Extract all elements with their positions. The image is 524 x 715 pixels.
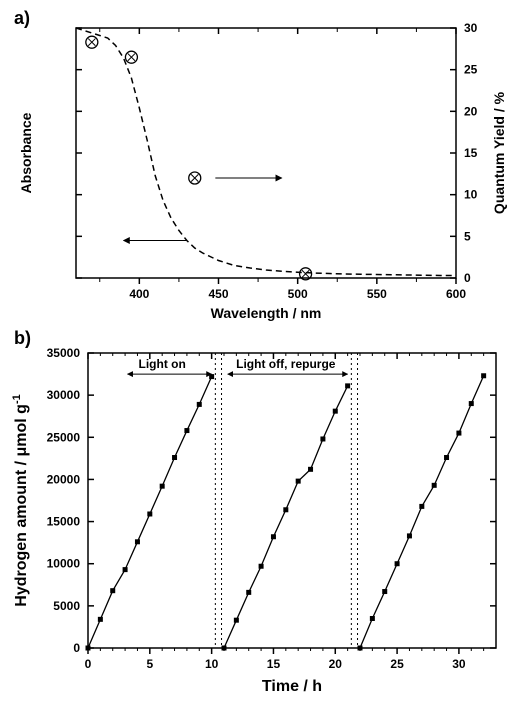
- svg-text:Light on: Light on: [139, 357, 186, 371]
- svg-text:25: 25: [390, 657, 404, 671]
- svg-text:15000: 15000: [47, 515, 81, 529]
- svg-text:400: 400: [129, 287, 149, 301]
- svg-text:500: 500: [288, 287, 308, 301]
- svg-text:600: 600: [446, 287, 466, 301]
- svg-text:35000: 35000: [47, 346, 81, 360]
- panel-a-label: a): [14, 8, 30, 29]
- svg-text:20: 20: [329, 657, 343, 671]
- svg-text:0: 0: [464, 271, 471, 285]
- svg-text:Wavelength / nm: Wavelength / nm: [211, 305, 322, 321]
- svg-text:25: 25: [464, 63, 478, 77]
- svg-text:15: 15: [464, 146, 478, 160]
- svg-text:30000: 30000: [47, 388, 81, 402]
- svg-text:5: 5: [464, 229, 471, 243]
- svg-text:20000: 20000: [47, 472, 81, 486]
- svg-text:10: 10: [464, 188, 478, 202]
- svg-text:10: 10: [205, 657, 219, 671]
- svg-text:25000: 25000: [47, 430, 81, 444]
- panel-b-label: b): [14, 328, 31, 349]
- chart-b-svg: 0 5 10 15 20 25 30 0 5000 10000 15000 20000 25000 300…: [8, 328, 516, 703]
- svg-text:5: 5: [146, 657, 153, 671]
- svg-text:0: 0: [85, 657, 92, 671]
- svg-text:30: 30: [464, 21, 478, 35]
- svg-text:0: 0: [73, 641, 80, 655]
- svg-text:15: 15: [267, 657, 281, 671]
- svg-text:Hydrogen amount / μmol g-1: Hydrogen amount / μmol g-1: [11, 394, 30, 606]
- svg-text:10000: 10000: [47, 557, 81, 571]
- svg-text:Absorbance: Absorbance: [18, 112, 34, 193]
- panel-b: b) 0 5 10 15 20 25 30 0 5000 10000 15000 20000 25000…: [8, 328, 516, 703]
- panel-a: a) 400 450 500 550 600 0 5 10 15 20 25 30 Wavelength…: [8, 8, 516, 328]
- svg-text:450: 450: [208, 287, 228, 301]
- chart-a-svg: 400 450 500 550 600 0 5 10 15 20 25 30 Wavelength / …: [8, 8, 516, 328]
- svg-text:Quantum Yield / %: Quantum Yield / %: [491, 91, 507, 214]
- svg-text:20: 20: [464, 104, 478, 118]
- svg-text:550: 550: [367, 287, 387, 301]
- svg-text:Time / h: Time / h: [262, 678, 322, 695]
- svg-text:30: 30: [452, 657, 466, 671]
- svg-text:5000: 5000: [53, 599, 80, 613]
- svg-text:Light off, repurge: Light off, repurge: [236, 357, 336, 371]
